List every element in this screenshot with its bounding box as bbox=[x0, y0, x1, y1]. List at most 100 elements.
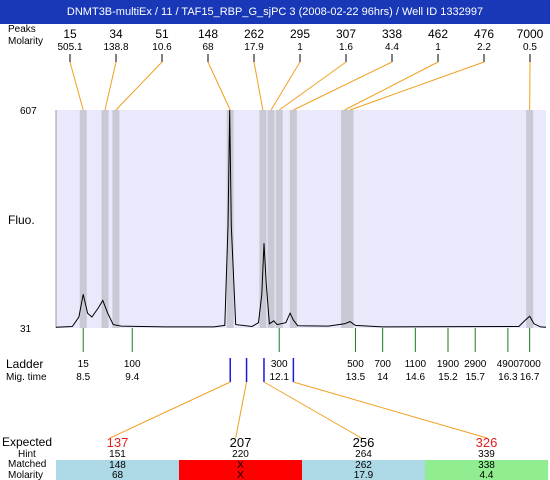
ladder-size-label: 2900 bbox=[464, 359, 487, 370]
ladder-time-label: 9.4 bbox=[125, 372, 139, 383]
expected-leader-line bbox=[293, 381, 488, 439]
hint-value: 220 bbox=[232, 449, 249, 460]
expected-leader-line bbox=[235, 381, 248, 439]
peak-molarity-label: 10.6 bbox=[152, 42, 172, 53]
ladder-size-label: 7000 bbox=[519, 359, 542, 370]
matched-value: 148 bbox=[109, 460, 126, 471]
peak-size-label: 51 bbox=[155, 27, 169, 41]
molarity-value: 68 bbox=[112, 470, 124, 480]
window-title: DNMT3B-multiEx / 11 / TAF15_RBP_G_sjPC 3… bbox=[0, 0, 550, 24]
ladder-size-label: 4900 bbox=[497, 359, 520, 370]
expected-leader-line bbox=[263, 381, 362, 439]
matched-value: 338 bbox=[478, 460, 495, 471]
ladder-size-label: 500 bbox=[347, 359, 364, 370]
peak-leader-line bbox=[278, 61, 347, 111]
peak-size-label: 262 bbox=[244, 27, 264, 41]
peak-size-label: 476 bbox=[474, 27, 494, 41]
peak-leader-line bbox=[349, 61, 485, 111]
ladder-time-label: 13.5 bbox=[346, 372, 366, 383]
peak-molarity-label: 2.2 bbox=[477, 42, 491, 53]
peak-size-label: 148 bbox=[198, 27, 218, 41]
y-tick-label: 31 bbox=[20, 324, 32, 335]
peak-size-label: 307 bbox=[336, 27, 356, 41]
peak-band bbox=[101, 110, 109, 328]
ladder-size-label: 300 bbox=[271, 359, 288, 370]
peaks-molarity-row-label: Molarity bbox=[8, 36, 43, 47]
plot-area bbox=[56, 110, 546, 328]
ladder-time-label: 16.7 bbox=[520, 372, 540, 383]
ladder-size-label: 1100 bbox=[405, 359, 427, 370]
expected-value: 326 bbox=[476, 435, 498, 450]
peak-size-label: 15 bbox=[63, 27, 77, 41]
expected-value: 256 bbox=[353, 435, 375, 450]
ladder-time-label: 16.3 bbox=[498, 372, 518, 383]
peak-band bbox=[289, 110, 297, 328]
peak-leader-line bbox=[270, 61, 301, 111]
ladder-size-label: 15 bbox=[78, 359, 90, 370]
peak-leader-line bbox=[293, 61, 393, 111]
match-cell bbox=[425, 460, 548, 480]
molarity-value: 17.9 bbox=[354, 470, 374, 480]
expected-value: 137 bbox=[107, 435, 129, 450]
expected-value: 207 bbox=[230, 435, 252, 450]
peak-molarity-label: 1.6 bbox=[339, 42, 353, 53]
peak-leader-line bbox=[104, 61, 117, 111]
expected-leader-line bbox=[109, 381, 231, 439]
ladder-time-label: 15.7 bbox=[465, 372, 485, 383]
ladder-size-label: 1900 bbox=[437, 359, 460, 370]
peak-size-label: 34 bbox=[109, 27, 123, 41]
match-cell bbox=[56, 460, 179, 480]
peak-band bbox=[526, 110, 534, 328]
ladder-size-label: 700 bbox=[374, 359, 391, 370]
peak-leader-line bbox=[207, 61, 231, 111]
peak-band bbox=[346, 110, 354, 328]
peak-band bbox=[112, 110, 120, 328]
ladder-time-label: 8.5 bbox=[76, 372, 90, 383]
match-cell bbox=[302, 460, 425, 480]
expected-label: Expected bbox=[2, 435, 52, 449]
mig-time-label: Mig. time bbox=[6, 372, 47, 383]
peak-band bbox=[275, 110, 283, 328]
peak-band bbox=[226, 110, 234, 328]
peak-molarity-label: 505.1 bbox=[57, 42, 82, 53]
molarity-value: X bbox=[237, 470, 244, 480]
peaks-row-label: Peaks bbox=[8, 24, 36, 35]
matched-value: 262 bbox=[355, 460, 372, 471]
peak-molarity-label: 1 bbox=[435, 42, 441, 53]
ladder-time-label: 12.1 bbox=[269, 372, 289, 383]
y-axis-label: Fluo. bbox=[8, 213, 35, 227]
matched-label: Matched bbox=[8, 459, 46, 470]
peak-size-label: 295 bbox=[290, 27, 310, 41]
peak-size-label: 462 bbox=[428, 27, 448, 41]
peak-molarity-label: 17.9 bbox=[244, 42, 264, 53]
peak-band bbox=[79, 110, 87, 328]
hint-value: 339 bbox=[478, 449, 495, 460]
peak-molarity-label: 0.5 bbox=[523, 42, 537, 53]
peak-leader-line bbox=[344, 61, 439, 111]
fluorescence-trace bbox=[55, 109, 547, 328]
hint-label: Hint bbox=[18, 449, 36, 460]
peak-molarity-label: 138.8 bbox=[103, 42, 128, 53]
ladder-time-label: 15.2 bbox=[438, 372, 458, 383]
peak-leader-line bbox=[115, 61, 163, 111]
ladder-time-label: 14.6 bbox=[406, 372, 426, 383]
molarity-value: 4.4 bbox=[480, 470, 494, 480]
match-cell bbox=[179, 460, 302, 480]
peak-band bbox=[341, 110, 349, 328]
molarity-label: Molarity bbox=[8, 470, 43, 480]
peak-size-label: 338 bbox=[382, 27, 402, 41]
peak-molarity-label: 68 bbox=[202, 42, 214, 53]
peak-molarity-label: 1 bbox=[297, 42, 303, 53]
peak-molarity-label: 4.4 bbox=[385, 42, 399, 53]
peak-size-label: 7000 bbox=[517, 27, 544, 41]
hint-value: 151 bbox=[109, 449, 126, 460]
ladder-time-label: 14 bbox=[377, 372, 389, 383]
peak-leader-line bbox=[253, 61, 264, 111]
peak-band bbox=[267, 110, 275, 328]
hint-value: 264 bbox=[355, 449, 372, 460]
y-tick-label: 607 bbox=[20, 106, 37, 117]
matched-value: X bbox=[237, 460, 244, 471]
peak-band bbox=[259, 110, 267, 328]
ladder-label: Ladder bbox=[6, 357, 43, 371]
